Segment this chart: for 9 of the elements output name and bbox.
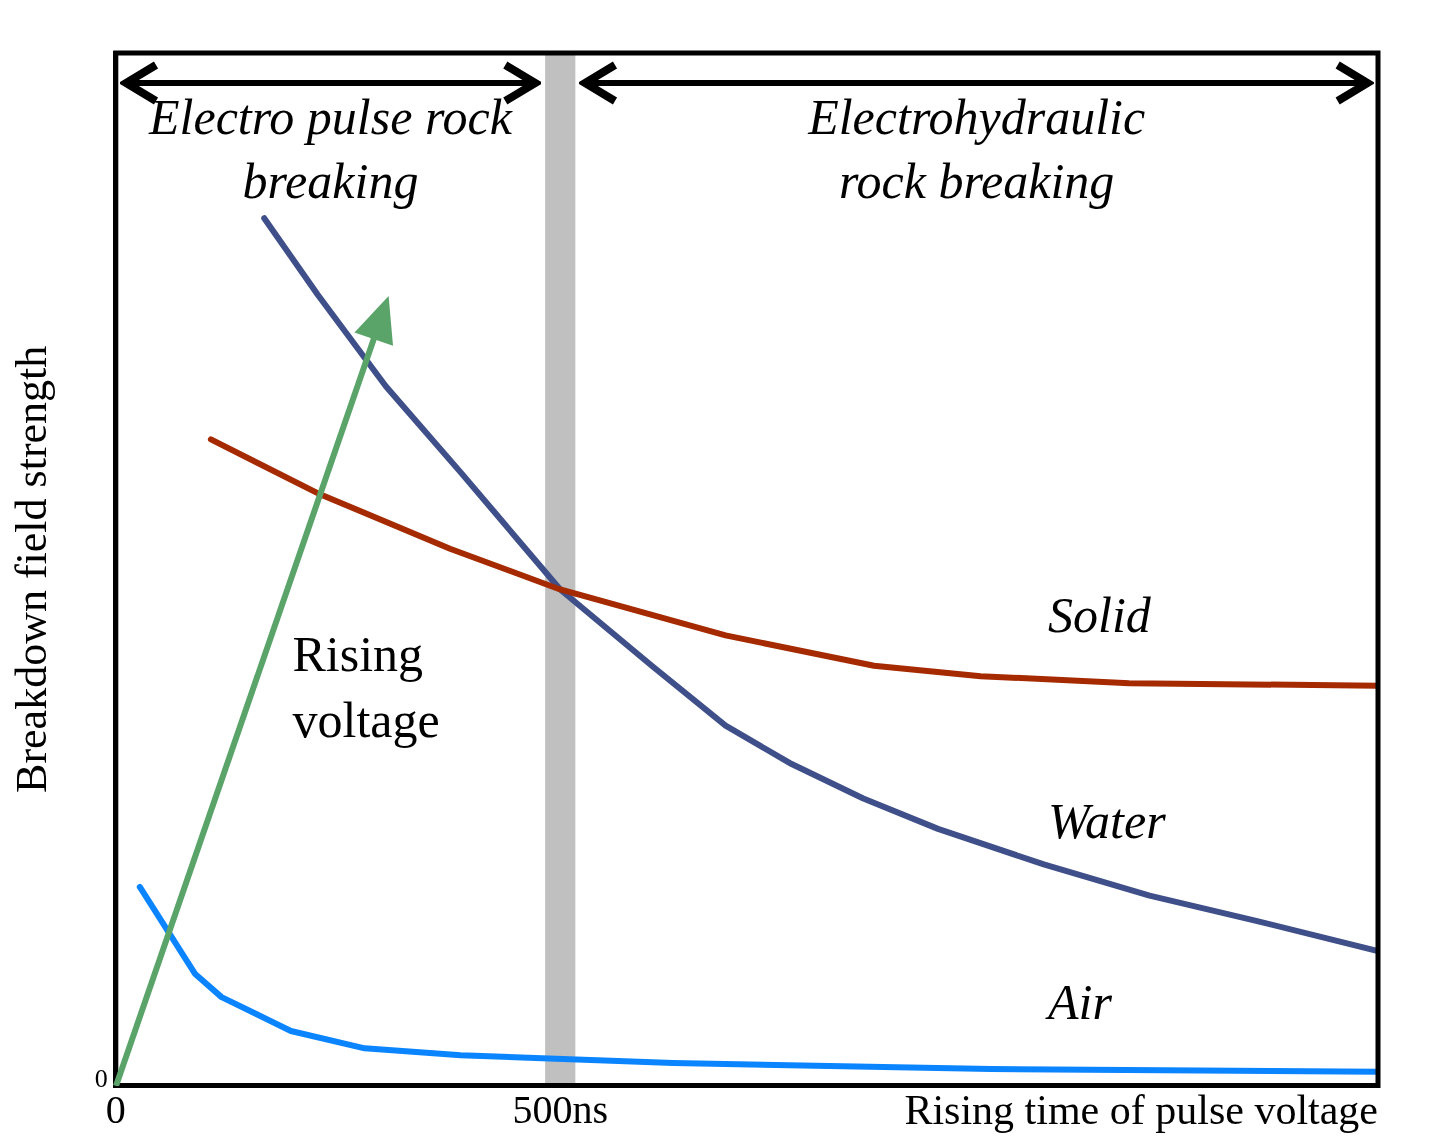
text: Electrohydraulic rock breaking xyxy=(806,88,1147,211)
annotation: Rising voltage xyxy=(292,624,441,750)
x-axis-title: Rising time of pulse voltage xyxy=(904,1086,1378,1133)
text: 0 xyxy=(94,1063,108,1094)
y-axis-title: Breakdown field strength xyxy=(6,345,56,793)
series-label: Water xyxy=(1048,792,1166,852)
x-tick-label: 500ns xyxy=(512,1087,609,1133)
text: Electro pulse rock breaking xyxy=(147,88,514,211)
series-label: Solid xyxy=(1048,586,1151,646)
